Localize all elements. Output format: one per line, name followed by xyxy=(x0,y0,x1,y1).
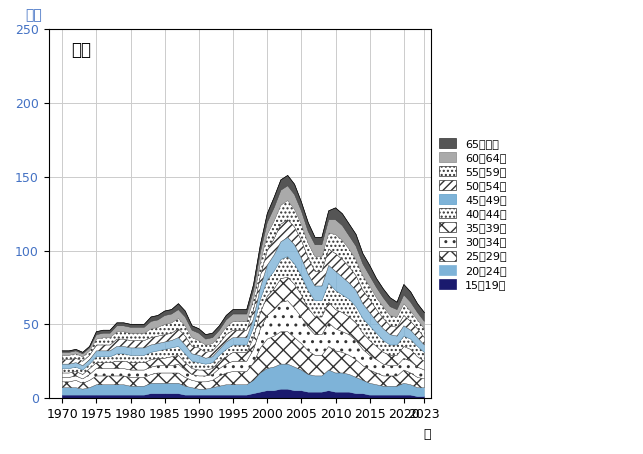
Legend: 65歳以上, 60～64歳, 55～59歳, 50～54歳, 45～49歳, 40～44歳, 35～39歳, 30～34歳, 25～29歳, 20～24歳, 1: 65歳以上, 60～64歳, 55～59歳, 50～54歳, 45～49歳, 4… xyxy=(435,133,511,294)
Text: 男性: 男性 xyxy=(71,40,91,59)
Y-axis label: 万人: 万人 xyxy=(25,8,42,22)
Text: 年: 年 xyxy=(424,428,431,440)
